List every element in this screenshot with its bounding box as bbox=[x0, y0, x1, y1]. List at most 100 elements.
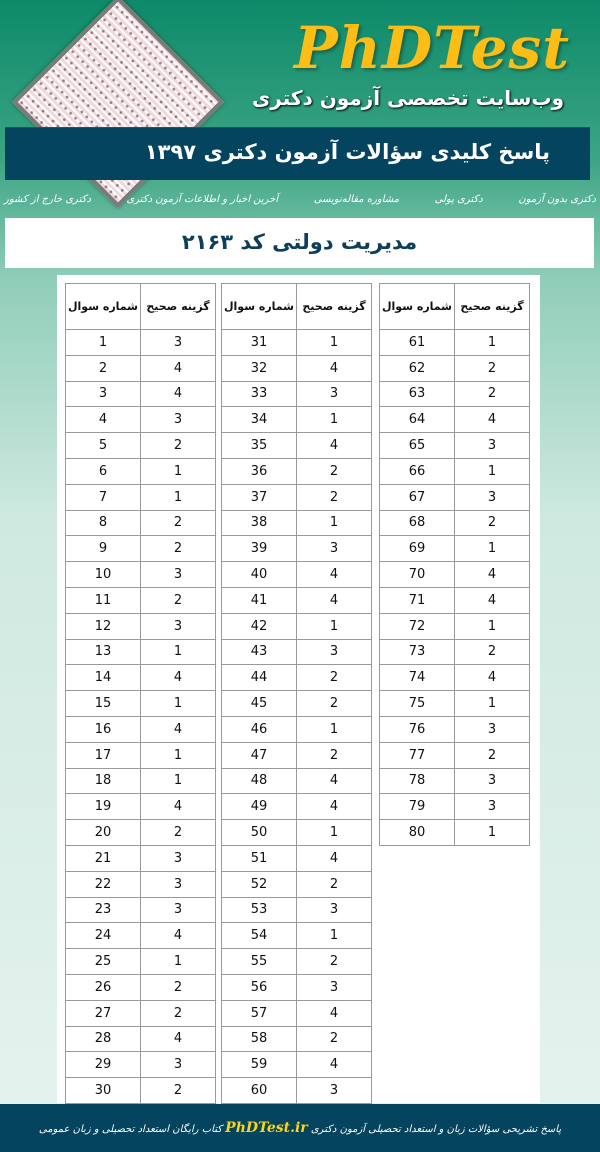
table-row: 19 4 bbox=[65, 793, 216, 821]
question-number: 35 bbox=[221, 432, 297, 459]
question-number: 51 bbox=[221, 844, 297, 872]
table-row: 78 3 bbox=[379, 767, 530, 795]
nav-link-latest-news[interactable]: آخرین اخبار و اطلاعات آزمون دکتری bbox=[126, 194, 279, 205]
correct-answer: 3 bbox=[140, 561, 216, 588]
correct-answer: 2 bbox=[296, 664, 372, 692]
correct-answer: 2 bbox=[296, 690, 372, 717]
table-row: 62 2 bbox=[379, 354, 530, 382]
correct-answer: 2 bbox=[140, 973, 216, 1001]
question-number: 40 bbox=[221, 561, 297, 588]
table-row: 32 4 bbox=[221, 354, 372, 382]
nav-link-paid-phd[interactable]: دکتری پولی bbox=[434, 194, 483, 205]
footer-text-before: پاسخ تشریحی سؤالات زبان و استعداد تحصیلی… bbox=[310, 1124, 562, 1135]
footer-text[interactable]: پاسخ تشریحی سؤالات زبان و استعداد تحصیلی… bbox=[4, 1120, 596, 1136]
question-number: 77 bbox=[379, 741, 455, 769]
question-number: 53 bbox=[221, 896, 297, 924]
correct-answer-header: گزینه صحیح bbox=[296, 283, 372, 330]
table-row: 45 2 bbox=[221, 690, 372, 717]
question-number: 11 bbox=[65, 586, 141, 614]
correct-answer: 2 bbox=[296, 948, 372, 975]
correct-answer: 1 bbox=[296, 612, 372, 640]
answer-table-2: شماره سوال گزینه صحیح 31 1 32 4 33 3 34 1 35 4 36 2 37… bbox=[221, 283, 372, 1104]
question-number: 65 bbox=[379, 432, 455, 459]
correct-answer: 2 bbox=[296, 870, 372, 898]
question-number: 18 bbox=[65, 767, 141, 795]
question-number: 33 bbox=[221, 380, 297, 408]
correct-answer: 4 bbox=[454, 664, 530, 692]
question-number: 74 bbox=[379, 664, 455, 692]
table-row: 55 2 bbox=[221, 948, 372, 975]
table-row: 70 4 bbox=[379, 561, 530, 588]
correct-answer: 4 bbox=[454, 406, 530, 434]
table-row: 16 4 bbox=[65, 715, 216, 743]
table-row: 67 3 bbox=[379, 483, 530, 511]
correct-answer: 2 bbox=[296, 457, 372, 485]
exam-code-title: مدیریت دولتی کد ۲۱۶۳ bbox=[181, 230, 418, 254]
correct-answer: 4 bbox=[140, 354, 216, 382]
table-header-row: شماره سوال گزینه صحیح bbox=[65, 283, 216, 330]
correct-answer: 1 bbox=[296, 922, 372, 950]
question-number: 39 bbox=[221, 535, 297, 563]
question-number: 56 bbox=[221, 973, 297, 1001]
correct-answer: 3 bbox=[454, 767, 530, 795]
table-row: 44 2 bbox=[221, 664, 372, 692]
correct-answer: 3 bbox=[296, 380, 372, 408]
question-number: 20 bbox=[65, 819, 141, 846]
correct-answer: 2 bbox=[296, 483, 372, 511]
nav-link-phd-abroad[interactable]: دکتری خارج از کشور bbox=[4, 194, 91, 205]
correct-answer: 2 bbox=[140, 1077, 216, 1104]
question-number: 71 bbox=[379, 586, 455, 614]
table-row: 40 4 bbox=[221, 561, 372, 588]
question-number: 41 bbox=[221, 586, 297, 614]
correct-answer-header: گزینه صحیح bbox=[454, 283, 530, 330]
site-logo[interactable]: PhDTest bbox=[294, 14, 570, 82]
question-number: 36 bbox=[221, 457, 297, 485]
correct-answer: 2 bbox=[454, 741, 530, 769]
correct-answer: 2 bbox=[140, 432, 216, 459]
question-number: 60 bbox=[221, 1077, 297, 1104]
question-number: 5 bbox=[65, 432, 141, 459]
nav-link-article-consulting[interactable]: مشاوره مقاله‌نویسی bbox=[313, 194, 400, 205]
table-row: 53 3 bbox=[221, 896, 372, 924]
correct-answer: 2 bbox=[296, 741, 372, 769]
correct-answer: 2 bbox=[140, 999, 216, 1027]
question-number: 27 bbox=[65, 999, 141, 1027]
table-row: 52 2 bbox=[221, 870, 372, 898]
table-row: 41 4 bbox=[221, 586, 372, 614]
question-number: 48 bbox=[221, 767, 297, 795]
table-row: 34 1 bbox=[221, 406, 372, 434]
nav-link-no-exam[interactable]: دکتری بدون آزمون bbox=[518, 194, 596, 205]
question-number: 7 bbox=[65, 483, 141, 511]
question-number: 26 bbox=[65, 973, 141, 1001]
table-row: 60 3 bbox=[221, 1077, 372, 1104]
table-row: 72 1 bbox=[379, 612, 530, 640]
banner-title: پاسخ کلیدی سؤالات آزمون دکتری ۱۳۹۷ bbox=[144, 140, 550, 164]
table-row: 29 3 bbox=[65, 1051, 216, 1079]
question-number: 67 bbox=[379, 483, 455, 511]
question-number: 54 bbox=[221, 922, 297, 950]
question-number: 69 bbox=[379, 535, 455, 563]
table-row: 71 4 bbox=[379, 586, 530, 614]
table-row: 56 3 bbox=[221, 973, 372, 1001]
correct-answer: 3 bbox=[454, 715, 530, 743]
correct-answer: 3 bbox=[140, 844, 216, 872]
correct-answer: 4 bbox=[296, 1051, 372, 1079]
table-row: 43 3 bbox=[221, 638, 372, 666]
correct-answer: 1 bbox=[454, 819, 530, 846]
correct-answer: 3 bbox=[140, 870, 216, 898]
correct-answer: 1 bbox=[140, 457, 216, 485]
table-row: 13 1 bbox=[65, 638, 216, 666]
table-row: 18 1 bbox=[65, 767, 216, 795]
table-row: 22 3 bbox=[65, 870, 216, 898]
question-number: 68 bbox=[379, 509, 455, 537]
table-row: 61 1 bbox=[379, 329, 530, 356]
correct-answer: 1 bbox=[140, 483, 216, 511]
table-row: 51 4 bbox=[221, 844, 372, 872]
footer-brand[interactable]: PhDTest.ir bbox=[225, 1120, 308, 1136]
table-row: 20 2 bbox=[65, 819, 216, 846]
correct-answer: 1 bbox=[454, 457, 530, 485]
